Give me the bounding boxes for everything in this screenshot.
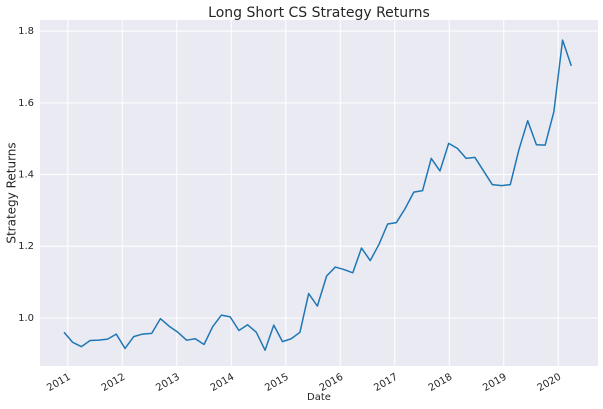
y-tick-label: 1.6 bbox=[18, 98, 34, 109]
line-series bbox=[63, 39, 573, 351]
x-axis-label: Date bbox=[307, 392, 331, 403]
x-tick-label: 2017 bbox=[372, 372, 400, 394]
y-tick-label: 1.8 bbox=[18, 26, 34, 37]
x-tick-label: 2018 bbox=[427, 372, 455, 394]
x-tick-label: 2019 bbox=[481, 372, 509, 394]
y-tick-label: 1.2 bbox=[18, 241, 34, 252]
x-tick-label: 2011 bbox=[45, 372, 73, 394]
plot-area bbox=[40, 20, 598, 366]
marks bbox=[63, 39, 573, 351]
chart-title: Long Short CS Strategy Returns bbox=[208, 5, 430, 21]
y-tick-label: 1.0 bbox=[18, 313, 34, 324]
x-tick-label: 2012 bbox=[100, 372, 128, 394]
x-tick-label: 2013 bbox=[154, 372, 182, 394]
x-tick-label: 2020 bbox=[536, 372, 564, 394]
y-tick-label: 1.4 bbox=[18, 170, 34, 181]
x-tick-label: 2015 bbox=[263, 372, 291, 394]
y-axis-label: Strategy Returns bbox=[5, 142, 19, 243]
grid bbox=[40, 20, 598, 366]
x-tick-label: 2014 bbox=[209, 372, 237, 394]
x-tick-label: 2016 bbox=[318, 372, 346, 394]
